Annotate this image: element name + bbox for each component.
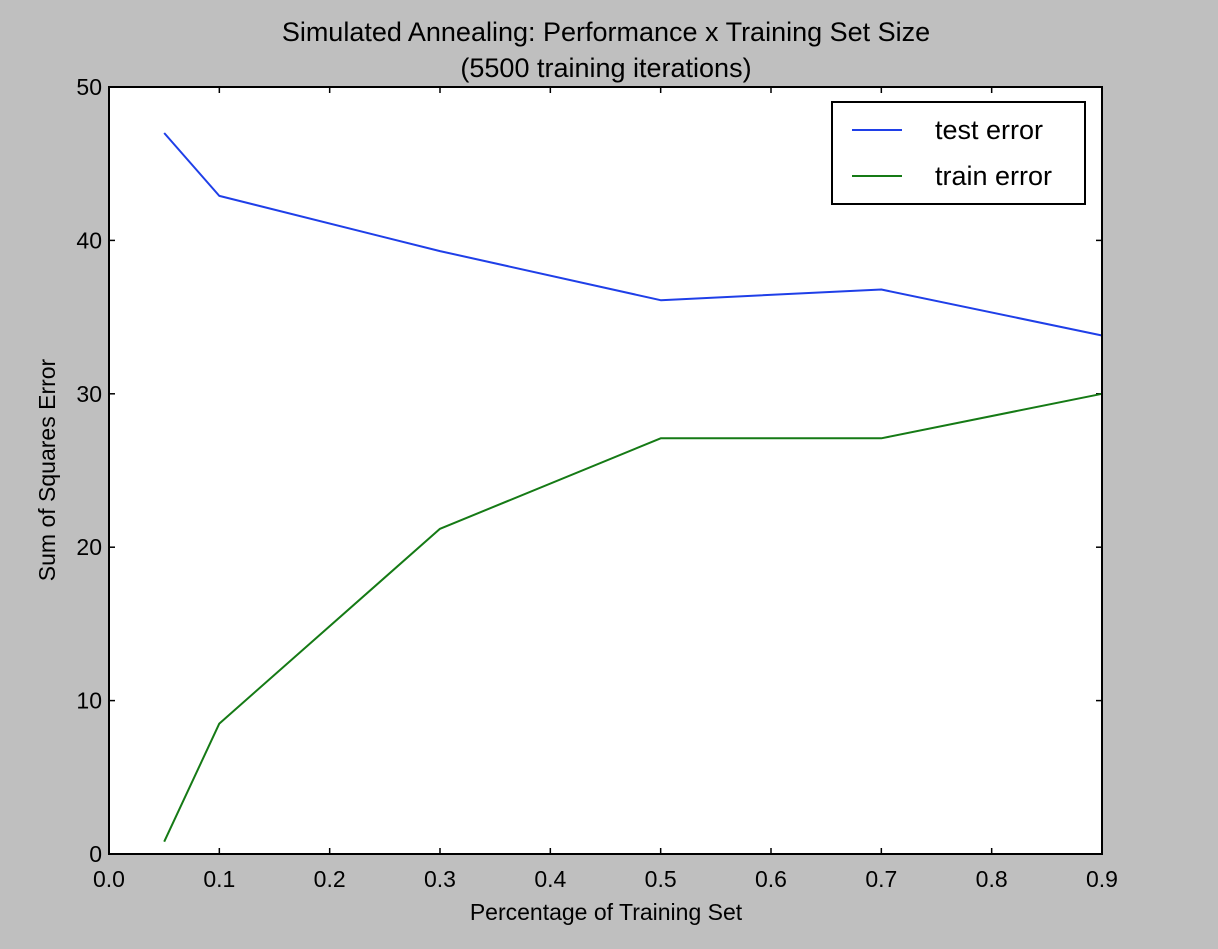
y-tick-label: 0 <box>89 841 102 867</box>
x-tick-label: 0.7 <box>865 866 897 892</box>
x-tick-label: 0.3 <box>424 866 456 892</box>
legend-box <box>831 101 1086 205</box>
plot-frame <box>108 86 1103 855</box>
axis-ticks: 0.0 0.1 0.2 0.3 0.4 0.5 0.6 0.7 0.8 0.9 0 10 20 30 40 5… <box>76 74 1118 892</box>
y-tick-label: 30 <box>76 381 102 407</box>
x-tick-label: 0.5 <box>645 866 677 892</box>
x-tick-label: 0.8 <box>976 866 1008 892</box>
legend-label-test-error: test error <box>935 115 1043 145</box>
series-lines <box>163 132 1103 843</box>
plot-area <box>109 87 1102 854</box>
x-axis-label: Percentage of Training Set <box>470 899 743 925</box>
x-tick-label: 0.1 <box>203 866 235 892</box>
x-tick-label: 0.2 <box>314 866 346 892</box>
legend: test error train error <box>831 101 1086 205</box>
x-tick-label: 0.6 <box>755 866 787 892</box>
legend-label-train-error: train error <box>935 161 1052 191</box>
y-axis-label: Sum of Squares Error <box>34 358 60 581</box>
series-line-train-error <box>163 392 1103 843</box>
x-tick-label: 0.0 <box>93 866 125 892</box>
y-tick-label: 40 <box>76 227 102 253</box>
chart-title: Simulated Annealing: Performance x Train… <box>282 17 930 47</box>
series-line-test-error <box>163 132 1103 337</box>
legend-items: test error train error <box>852 115 1052 191</box>
y-tick-label: 20 <box>76 534 102 560</box>
y-tick-label: 50 <box>76 74 102 100</box>
y-tick-label: 10 <box>76 688 102 714</box>
x-tick-label: 0.9 <box>1086 866 1118 892</box>
chart-subtitle: (5500 training iterations) <box>460 53 751 83</box>
x-tick-label: 0.4 <box>534 866 566 892</box>
